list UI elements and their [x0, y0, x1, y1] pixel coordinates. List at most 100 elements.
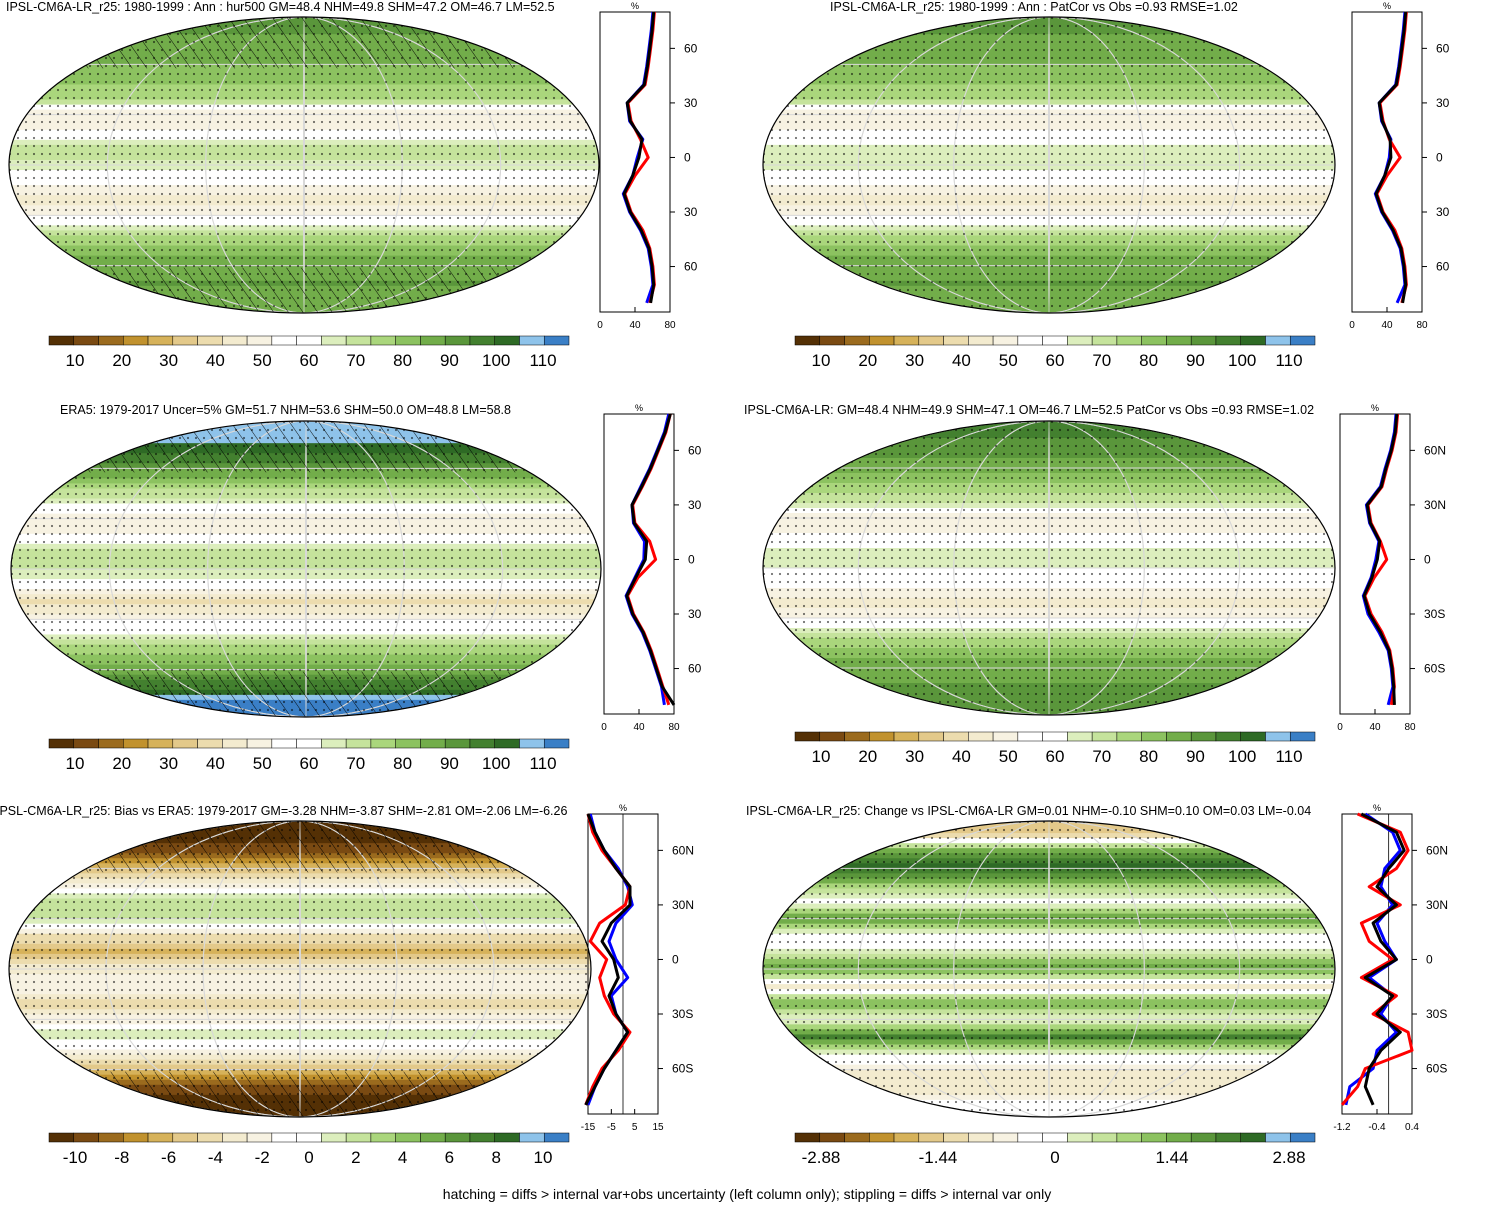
colorbar-label: 40: [952, 351, 971, 370]
colorbar-swatch: [1190, 1132, 1217, 1143]
lat-tick-label: 30N: [1424, 498, 1446, 512]
colorbar-label: 40: [952, 747, 971, 766]
x-tick-label: 15: [652, 1122, 664, 1133]
colorbar-swatch: [246, 738, 273, 749]
colorbar-swatch: [1091, 731, 1118, 742]
colorbar-swatch: [246, 1132, 273, 1143]
colorbar-swatch: [73, 335, 99, 346]
colorbar-swatch: [1289, 1132, 1316, 1143]
colorbar-swatch: [519, 335, 545, 346]
colorbar-p2: 10 20 30 40 50 60 70 80 90 100 110: [794, 335, 1316, 370]
x-tick-label: 40: [1369, 722, 1381, 733]
colorbar-swatch: [469, 738, 495, 749]
profile-unit: %: [619, 803, 627, 813]
lat-tick-label: 30S: [1426, 1007, 1447, 1021]
colorbar-swatch: [844, 1132, 870, 1143]
lat-tick-label: 60N: [688, 443, 702, 457]
colorbar-label: 30: [159, 754, 178, 773]
lat-tick-label: 0: [1426, 952, 1433, 966]
map-outline: [8, 820, 592, 1118]
colorbar-swatch: [869, 731, 895, 742]
colorbar-swatch: [370, 1132, 396, 1143]
colorbar-swatch: [1141, 335, 1167, 346]
lat-tick-label: 60N: [1436, 41, 1450, 55]
panel-title: IPSL-CM6A-LR_r25: Change vs IPSL-CM6A-LR…: [746, 804, 1312, 818]
colorbar-swatch: [992, 335, 1019, 346]
colorbar-label: 20: [858, 747, 877, 766]
x-tick-label: 0: [1349, 320, 1355, 331]
x-tick-label: -0.4: [1368, 1122, 1386, 1133]
lat-tick-label: 0: [684, 150, 691, 164]
colorbar-swatch: [494, 335, 520, 346]
colorbar-swatch: [1017, 731, 1043, 742]
colorbar-swatch: [1190, 335, 1217, 346]
colorbar-swatch: [345, 335, 372, 346]
profile-line-ensemble: [584, 813, 632, 1106]
colorbar-swatch: [494, 1132, 520, 1143]
colorbar-swatch: [1215, 731, 1241, 742]
profile-unit: %: [635, 403, 643, 413]
x-tick-label: 80: [1404, 722, 1416, 733]
colorbar-label: 80: [1139, 351, 1158, 370]
map-outline: [8, 16, 600, 314]
colorbar-swatch: [1042, 1132, 1068, 1143]
colorbar-swatch: [1141, 1132, 1167, 1143]
colorbar-swatch: [992, 1132, 1019, 1143]
colorbar-swatch: [943, 335, 969, 346]
colorbar-swatch: [1240, 731, 1266, 742]
colorbar-swatch: [98, 335, 124, 346]
x-tick-label: 0: [1337, 722, 1343, 733]
map-p4: [762, 420, 1336, 716]
map-outline: [762, 820, 1336, 1118]
colorbar-swatch: [321, 1132, 347, 1143]
colorbar-swatch: [123, 335, 149, 346]
map-p6: [762, 820, 1336, 1118]
colorbar-swatch: [543, 335, 570, 346]
x-tick-label: 40: [1381, 320, 1393, 331]
hatching: [9, 1071, 591, 1117]
colorbar-swatch: [1190, 731, 1217, 742]
colorbar-swatch: [469, 1132, 495, 1143]
colorbar-swatch: [893, 1132, 920, 1143]
colorbar-swatch: [943, 1132, 969, 1143]
lat-tick-label: 60N: [684, 41, 698, 55]
colorbar-swatch: [819, 335, 845, 346]
zonal-profile-p4: % 60N 30N 0 30S 60S 0 40 80: [1337, 403, 1446, 733]
lat-tick-label: 30S: [672, 1007, 693, 1021]
colorbar-label: -8: [114, 1148, 129, 1167]
lat-tick-label: 60N: [672, 843, 694, 857]
colorbar-label: 2: [351, 1148, 360, 1167]
colorbar-swatch: [420, 1132, 446, 1143]
colorbar-swatch: [271, 335, 297, 346]
colorbar-label: 30: [905, 747, 924, 766]
colorbar-label: 70: [1092, 747, 1111, 766]
colorbar-label: 60: [1046, 351, 1065, 370]
lat-tick-label: 30S: [1436, 205, 1450, 219]
colorbar-label: 10: [66, 754, 85, 773]
x-tick-label: 5: [632, 1122, 638, 1133]
colorbar-swatch: [794, 731, 821, 742]
colorbar-swatch: [1215, 1132, 1241, 1143]
map-p2: [762, 16, 1336, 314]
colorbar-swatch: [1067, 1132, 1093, 1143]
colorbar-swatch: [1240, 335, 1266, 346]
x-tick-label: 80: [1416, 320, 1428, 331]
colorbar-swatch: [1091, 335, 1118, 346]
lat-tick-label: 30N: [688, 498, 702, 512]
colorbar-label: 70: [346, 754, 365, 773]
colorbar-label: 50: [999, 747, 1018, 766]
colorbar-swatch: [197, 335, 223, 346]
colorbar-label: 20: [112, 351, 131, 370]
panel-title: IPSL-CM6A-LR_r25: 1980-1999 : Ann : PatC…: [830, 0, 1238, 14]
profile-line-ensemble: [1374, 11, 1408, 304]
colorbar-swatch: [543, 1132, 570, 1143]
x-tick-label: 0: [597, 320, 603, 331]
profile-line-obs: [1363, 413, 1400, 706]
colorbar-swatch: [271, 1132, 297, 1143]
profile-line-ensemble: [1360, 812, 1406, 1106]
colorbar-swatch: [321, 738, 347, 749]
colorbar-swatch: [222, 738, 248, 749]
map-p5: [8, 820, 592, 1118]
colorbar-swatch: [943, 731, 969, 742]
colorbar-swatch: [98, 738, 124, 749]
